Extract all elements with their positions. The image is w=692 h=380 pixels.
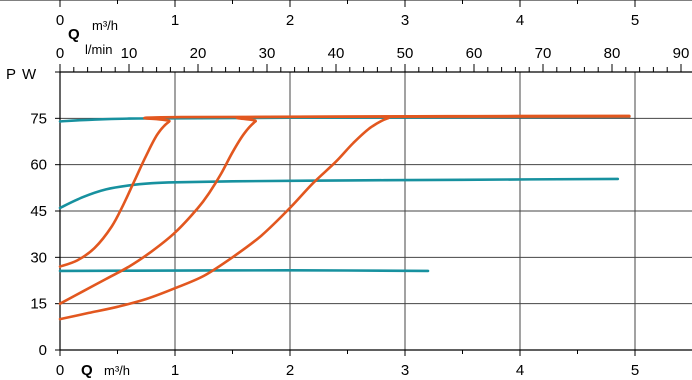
lmin-tick-label: 30 [259,45,276,62]
top-m3h-tick-label: 0 [56,12,64,29]
top-m3h-unit: m³/h [92,18,118,33]
axes-layer [0,0,692,356]
x-axis-symbol: Q [81,362,93,379]
series-line-orange-5 [58,114,631,321]
top-m3h-tick-label: 3 [401,12,409,29]
x-tick-label: 3 [401,362,409,379]
lmin-tick-label: 40 [328,45,345,62]
top-m3h-tick-label: 5 [631,12,639,29]
top-m3h-symbol: Q [68,26,80,43]
lmin-tick-label: 10 [121,45,138,62]
lmin-tick-label: 60 [466,45,483,62]
top-m3h-tick-label: 1 [171,12,179,29]
lmin-tick-label: 70 [535,45,552,62]
lmin-tick-label: 0 [56,45,64,62]
series-line-teal-1 [58,177,620,210]
y-axis-unit: W [22,66,37,83]
lmin-tick-label: 80 [604,45,621,62]
y-tick-label: 15 [30,296,47,313]
lmin-tick-label: 90 [673,45,690,62]
series-line-orange-4 [58,114,631,305]
grid-layer [60,72,692,350]
x-tick-label: 5 [631,362,639,379]
top-m3h-tick-label: 2 [286,12,294,29]
lmin-tick-label: 20 [190,45,207,62]
series-line-orange-3 [58,115,631,268]
top-m3h-tick-label: 4 [516,12,524,29]
x-tick-label: 4 [516,362,524,379]
y-tick-label: 75 [30,110,47,127]
x-tick-label: 1 [171,362,179,379]
y-tick-label: 0 [39,342,47,359]
lmin-axis-unit: l/min [85,42,112,57]
lmin-tick-label: 50 [397,45,414,62]
series-line-teal-2 [58,269,430,273]
series-layer [58,114,631,321]
y-tick-label: 45 [30,203,47,220]
x-tick-label: 0 [56,362,64,379]
y-axis-symbol: P [6,66,16,83]
y-tick-label: 60 [30,157,47,174]
x-tick-label: 2 [286,362,294,379]
x-axis-unit: m³/h [104,363,130,378]
y-tick-label: 30 [30,249,47,266]
